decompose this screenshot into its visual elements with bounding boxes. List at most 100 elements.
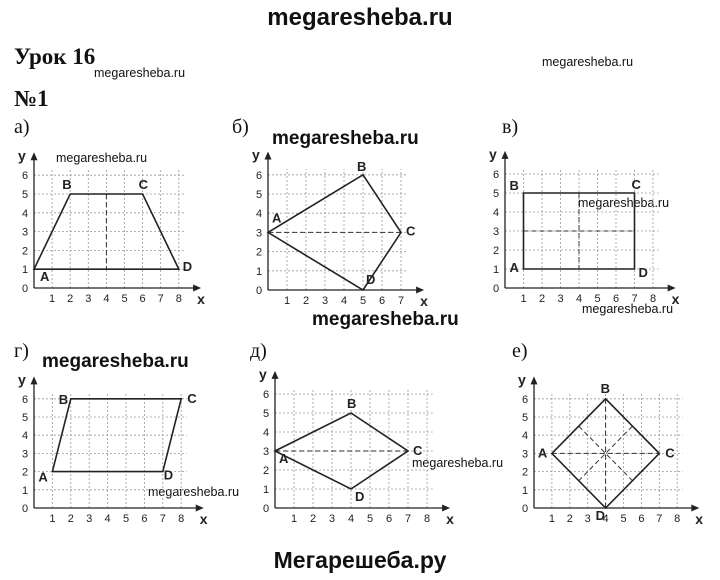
y-axis-label: y bbox=[18, 147, 26, 163]
y-tick-label: 1 bbox=[22, 485, 28, 497]
y-tick-label: 3 bbox=[22, 227, 28, 239]
y-tick-label: 4 bbox=[522, 430, 528, 442]
x-tick-label: 2 bbox=[567, 513, 573, 525]
part-label-e: е) bbox=[512, 340, 528, 362]
x-tick-label: 4 bbox=[348, 513, 354, 525]
x-tick-label: 3 bbox=[557, 293, 563, 305]
x-tick-label: 2 bbox=[303, 295, 309, 307]
x-axis-label: x bbox=[200, 511, 208, 527]
y-tick-label: 6 bbox=[263, 389, 269, 401]
watermark: megaresheba.ru bbox=[542, 55, 634, 69]
y-tick-label: 4 bbox=[22, 208, 28, 220]
y-axis-label: y bbox=[489, 146, 497, 162]
y-axis-arrow bbox=[501, 150, 509, 159]
x-tick-label: 1 bbox=[520, 293, 526, 305]
x-tick-label: 2 bbox=[539, 293, 545, 305]
figure-d: 1 2 3 4 5 6 7 8 1 2 3 4 5 6 0 x y A B C D bbox=[259, 366, 454, 527]
watermark: megaresheba.ru bbox=[582, 302, 674, 316]
site-header: megaresheba.ru bbox=[267, 4, 453, 31]
x-tick-label: 8 bbox=[650, 293, 656, 305]
x-tick-label: 3 bbox=[585, 513, 591, 525]
x-tick-label: 1 bbox=[284, 295, 290, 307]
vertex-label: B bbox=[357, 159, 366, 174]
part-label-b: б) bbox=[232, 116, 249, 138]
watermark: megaresheba.ru bbox=[272, 128, 419, 149]
y-tick-label: 1 bbox=[522, 485, 528, 497]
x-tick-label: 7 bbox=[160, 513, 166, 525]
x-axis-label: x bbox=[420, 293, 428, 309]
vertex-label: A bbox=[279, 451, 289, 466]
y-tick-label: 4 bbox=[493, 207, 499, 219]
watermark: megaresheba.ru bbox=[94, 66, 186, 80]
y-axis-arrow bbox=[264, 151, 272, 160]
origin-label: 0 bbox=[22, 283, 28, 295]
x-tick-label: 6 bbox=[379, 295, 385, 307]
vertex-label: A bbox=[538, 445, 548, 460]
x-tick-label: 4 bbox=[576, 293, 582, 305]
x-axis-label: x bbox=[672, 291, 680, 307]
y-tick-label: 4 bbox=[263, 427, 269, 439]
y-axis-arrow bbox=[530, 376, 538, 385]
y-axis-arrow bbox=[30, 376, 38, 385]
x-tick-label: 7 bbox=[405, 513, 411, 525]
figure-b: 1 2 3 4 5 6 7 1 2 3 4 5 6 0 x y A B C D bbox=[252, 147, 428, 309]
vertex-label: C bbox=[406, 223, 416, 238]
y-tick-label: 3 bbox=[263, 446, 269, 458]
y-tick-label: 3 bbox=[256, 227, 262, 239]
quadrilateral bbox=[550, 397, 661, 510]
dashed-line bbox=[578, 425, 633, 482]
vertex-label: D bbox=[639, 265, 648, 280]
x-tick-label: 7 bbox=[158, 293, 164, 305]
vertex-label: D bbox=[355, 489, 364, 504]
y-tick-label: 5 bbox=[256, 189, 262, 201]
y-axis-label: y bbox=[259, 366, 267, 382]
x-tick-label: 6 bbox=[638, 513, 644, 525]
origin-label: 0 bbox=[263, 503, 269, 515]
lesson-title: Урок 16 bbox=[14, 44, 96, 69]
watermark: megaresheba.ru bbox=[578, 196, 670, 210]
watermark: megaresheba.ru bbox=[42, 351, 189, 372]
x-tick-label: 4 bbox=[341, 295, 347, 307]
y-tick-label: 2 bbox=[22, 467, 28, 479]
origin-label: 0 bbox=[22, 503, 28, 515]
x-tick-label: 5 bbox=[123, 513, 129, 525]
vertex-label: C bbox=[187, 391, 197, 406]
x-tick-label: 8 bbox=[424, 513, 430, 525]
vertex-label: B bbox=[62, 177, 71, 192]
y-axis-arrow bbox=[30, 152, 38, 161]
quadrilateral bbox=[273, 412, 410, 490]
dashed-line bbox=[578, 425, 633, 482]
y-tick-label: 5 bbox=[22, 412, 28, 424]
y-tick-label: 1 bbox=[22, 264, 28, 276]
x-tick-label: 5 bbox=[360, 295, 366, 307]
y-tick-label: 2 bbox=[263, 465, 269, 477]
y-axis-label: y bbox=[252, 147, 260, 163]
y-axis-label: y bbox=[18, 371, 26, 387]
watermark: megaresheba.ru bbox=[312, 309, 459, 330]
x-axis-arrow bbox=[667, 284, 676, 292]
x-axis-label: x bbox=[446, 511, 454, 527]
x-tick-label: 3 bbox=[322, 295, 328, 307]
x-tick-label: 6 bbox=[141, 513, 147, 525]
vertex-label: C bbox=[413, 443, 423, 458]
y-tick-label: 3 bbox=[522, 448, 528, 460]
vertex-label: A bbox=[38, 470, 48, 485]
vertex-label: C bbox=[665, 445, 675, 460]
watermark: megaresheba.ru bbox=[412, 456, 504, 470]
x-tick-label: 1 bbox=[49, 513, 55, 525]
x-tick-label: 7 bbox=[631, 293, 637, 305]
x-axis-arrow bbox=[416, 286, 425, 294]
x-tick-label: 3 bbox=[85, 293, 91, 305]
x-tick-label: 8 bbox=[176, 293, 182, 305]
x-tick-label: 2 bbox=[68, 513, 74, 525]
vertex-label: A bbox=[40, 269, 50, 284]
vertex-label: C bbox=[139, 177, 149, 192]
vertex-label: D bbox=[366, 272, 375, 287]
watermark: megaresheba.ru bbox=[56, 151, 148, 165]
y-tick-label: 5 bbox=[522, 412, 528, 424]
vertex-label: D bbox=[164, 468, 173, 483]
vertex-label: A bbox=[510, 260, 520, 275]
y-tick-label: 6 bbox=[256, 170, 262, 182]
x-tick-label: 5 bbox=[121, 293, 127, 305]
